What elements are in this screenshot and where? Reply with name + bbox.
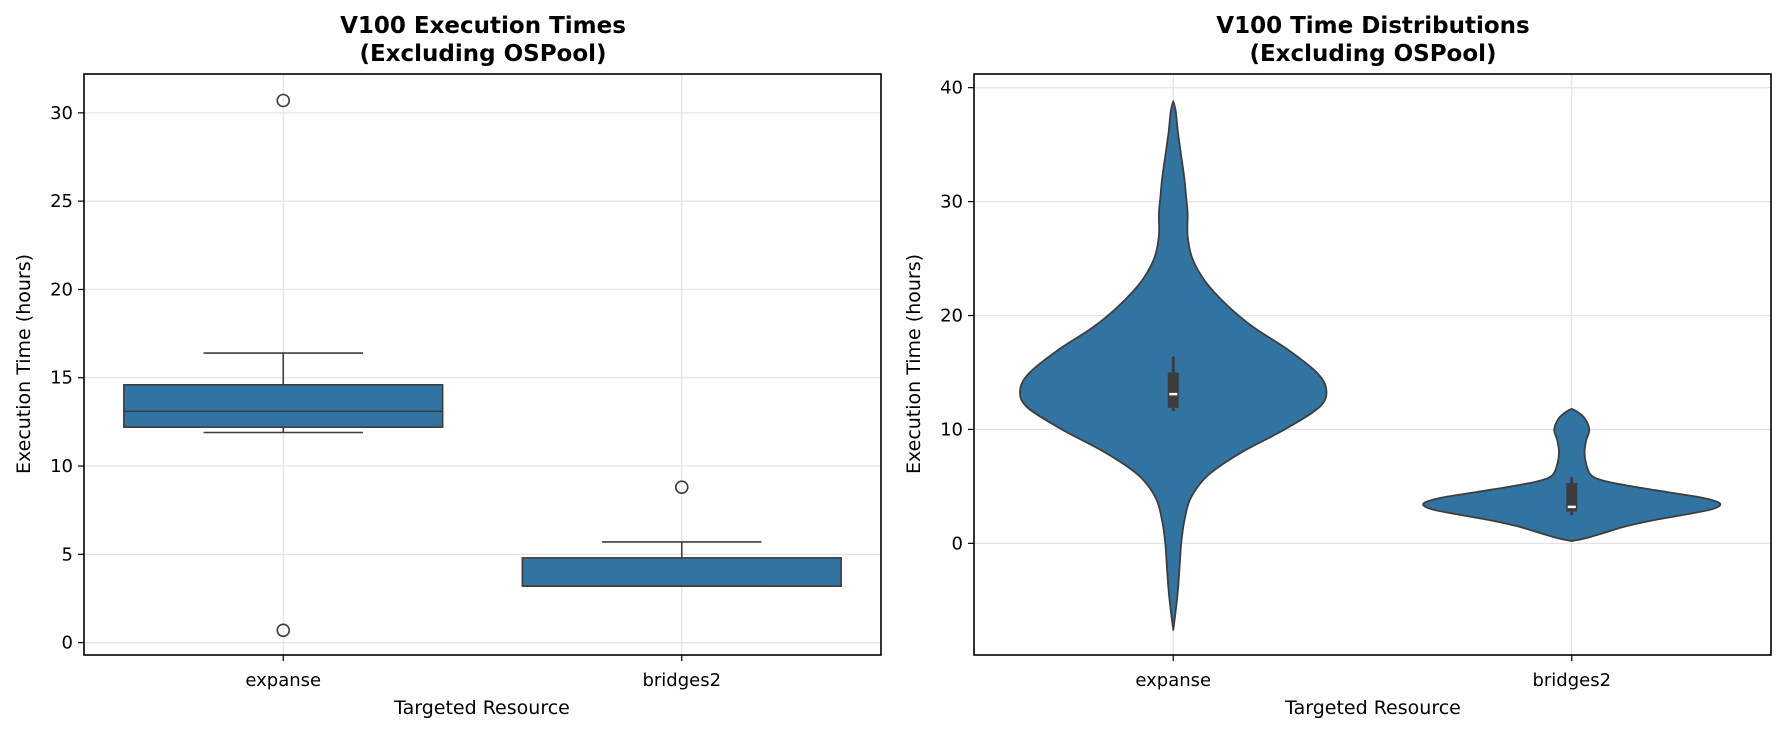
violin-axes-frame	[973, 73, 1772, 656]
box-expanse-outlier	[276, 93, 291, 108]
violin-y-tick-label: 30	[940, 192, 963, 213]
violin-y-tick-label: 20	[940, 306, 963, 327]
boxplot-title-line2: (Excluding OSPool)	[359, 41, 606, 67]
boxplot-x-ticks: expanse bridges2	[245, 655, 721, 691]
violin-title-line2: (Excluding OSPool)	[1249, 41, 1496, 67]
violin-x-axis-label: Targeted Resource	[1284, 697, 1461, 719]
boxplot-y-axis-label: Execution Time (hours)	[13, 254, 35, 474]
boxplot-y-ticks: 0 5 10 15 20 25 30	[50, 103, 84, 654]
box-bridges2-outlier	[674, 480, 689, 495]
boxplot-y-tick-label: 30	[50, 103, 73, 124]
violin-x-ticks: expanse bridges2	[1135, 655, 1611, 691]
violin-x-tick-label-bridges2: bridges2	[1532, 670, 1611, 691]
boxplot-title-line1: V100 Execution Times	[340, 13, 626, 39]
violin-marks	[1019, 100, 1722, 631]
boxplot-gridlines	[84, 74, 881, 655]
violin-y-axis-label: Execution Time (hours)	[903, 254, 925, 474]
boxplot-y-tick-label: 20	[50, 279, 73, 300]
violin-y-tick-label: 40	[940, 78, 963, 99]
boxplot-x-tick-label-expanse: expanse	[245, 670, 321, 691]
boxplot-y-tick-label: 5	[62, 544, 73, 565]
box-expanse-body	[123, 384, 444, 428]
box-bridges2-body	[521, 557, 842, 587]
violin-y-ticks: 0 10 20 30 40	[940, 78, 974, 554]
violin-y-tick-label: 0	[952, 533, 963, 554]
boxplot-y-tick-label: 15	[50, 368, 73, 389]
boxplot-y-tick-label: 10	[50, 456, 73, 477]
boxplot-y-tick-label: 0	[62, 633, 73, 654]
boxplot-marks	[123, 93, 842, 638]
boxplot-x-tick-label-bridges2: bridges2	[642, 670, 721, 691]
violin-bridges2-body	[1422, 408, 1722, 542]
violin-y-tick-label: 10	[940, 419, 963, 440]
boxplot-axes-frame	[83, 73, 882, 656]
boxplot-panel: V100 Execution Times (Excluding OSPool) …	[13, 13, 882, 719]
violin-expanse-iqr-box	[1167, 372, 1179, 408]
box-expanse-outlier	[276, 623, 291, 638]
violin-title-line1: V100 Time Distributions	[1216, 13, 1529, 39]
violin-bridges2-iqr-box	[1566, 482, 1578, 512]
boxplot-x-axis-label: Targeted Resource	[393, 697, 570, 719]
violin-panel: V100 Time Distributions (Excluding OSPoo…	[903, 13, 1772, 719]
violin-x-tick-label-expanse: expanse	[1135, 670, 1211, 691]
boxplot-y-tick-label: 25	[50, 191, 73, 212]
